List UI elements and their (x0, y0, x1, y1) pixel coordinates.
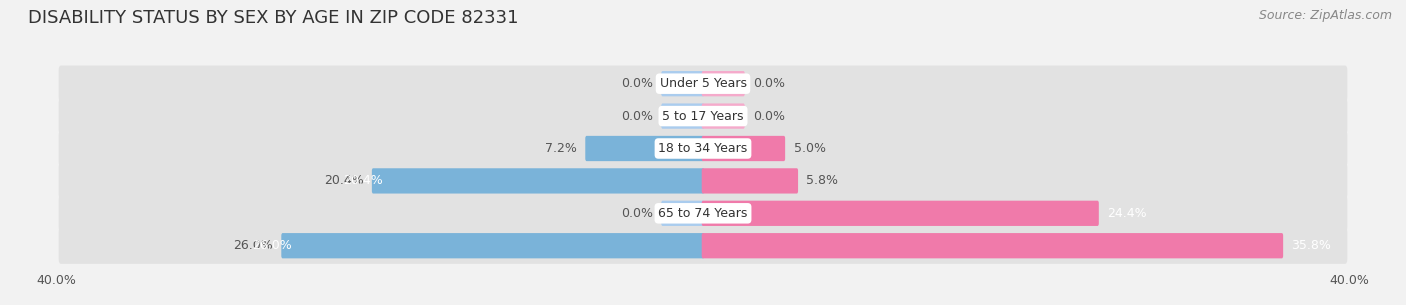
Text: 20.4%: 20.4% (323, 174, 363, 187)
Text: 0.0%: 0.0% (621, 77, 652, 90)
Text: Source: ZipAtlas.com: Source: ZipAtlas.com (1258, 9, 1392, 22)
FancyBboxPatch shape (661, 71, 704, 96)
Text: 65 to 74 Years: 65 to 74 Years (658, 207, 748, 220)
FancyBboxPatch shape (59, 130, 1347, 167)
Text: Under 5 Years: Under 5 Years (659, 77, 747, 90)
FancyBboxPatch shape (59, 163, 1347, 199)
FancyBboxPatch shape (59, 98, 1347, 134)
FancyBboxPatch shape (371, 168, 704, 194)
Text: 5.0%: 5.0% (793, 142, 825, 155)
Text: 26.0%: 26.0% (253, 239, 292, 252)
Text: DISABILITY STATUS BY SEX BY AGE IN ZIP CODE 82331: DISABILITY STATUS BY SEX BY AGE IN ZIP C… (28, 9, 519, 27)
Text: 35.8%: 35.8% (1292, 239, 1331, 252)
FancyBboxPatch shape (281, 233, 704, 258)
FancyBboxPatch shape (702, 201, 1099, 226)
Text: 24.4%: 24.4% (1108, 207, 1147, 220)
Text: 0.0%: 0.0% (754, 77, 785, 90)
FancyBboxPatch shape (661, 201, 704, 226)
FancyBboxPatch shape (702, 103, 745, 129)
Text: 0.0%: 0.0% (621, 109, 652, 123)
FancyBboxPatch shape (702, 233, 1284, 258)
FancyBboxPatch shape (661, 103, 704, 129)
Text: 7.2%: 7.2% (546, 142, 576, 155)
FancyBboxPatch shape (702, 71, 745, 96)
Text: 0.0%: 0.0% (754, 109, 785, 123)
FancyBboxPatch shape (59, 66, 1347, 102)
Text: 5 to 17 Years: 5 to 17 Years (662, 109, 744, 123)
FancyBboxPatch shape (59, 228, 1347, 264)
FancyBboxPatch shape (585, 136, 704, 161)
Text: 20.4%: 20.4% (343, 174, 382, 187)
FancyBboxPatch shape (59, 195, 1347, 231)
FancyBboxPatch shape (702, 136, 785, 161)
Text: 26.0%: 26.0% (233, 239, 273, 252)
Text: 5.8%: 5.8% (807, 174, 838, 187)
Text: 18 to 34 Years: 18 to 34 Years (658, 142, 748, 155)
Text: 0.0%: 0.0% (621, 207, 652, 220)
FancyBboxPatch shape (702, 168, 799, 194)
